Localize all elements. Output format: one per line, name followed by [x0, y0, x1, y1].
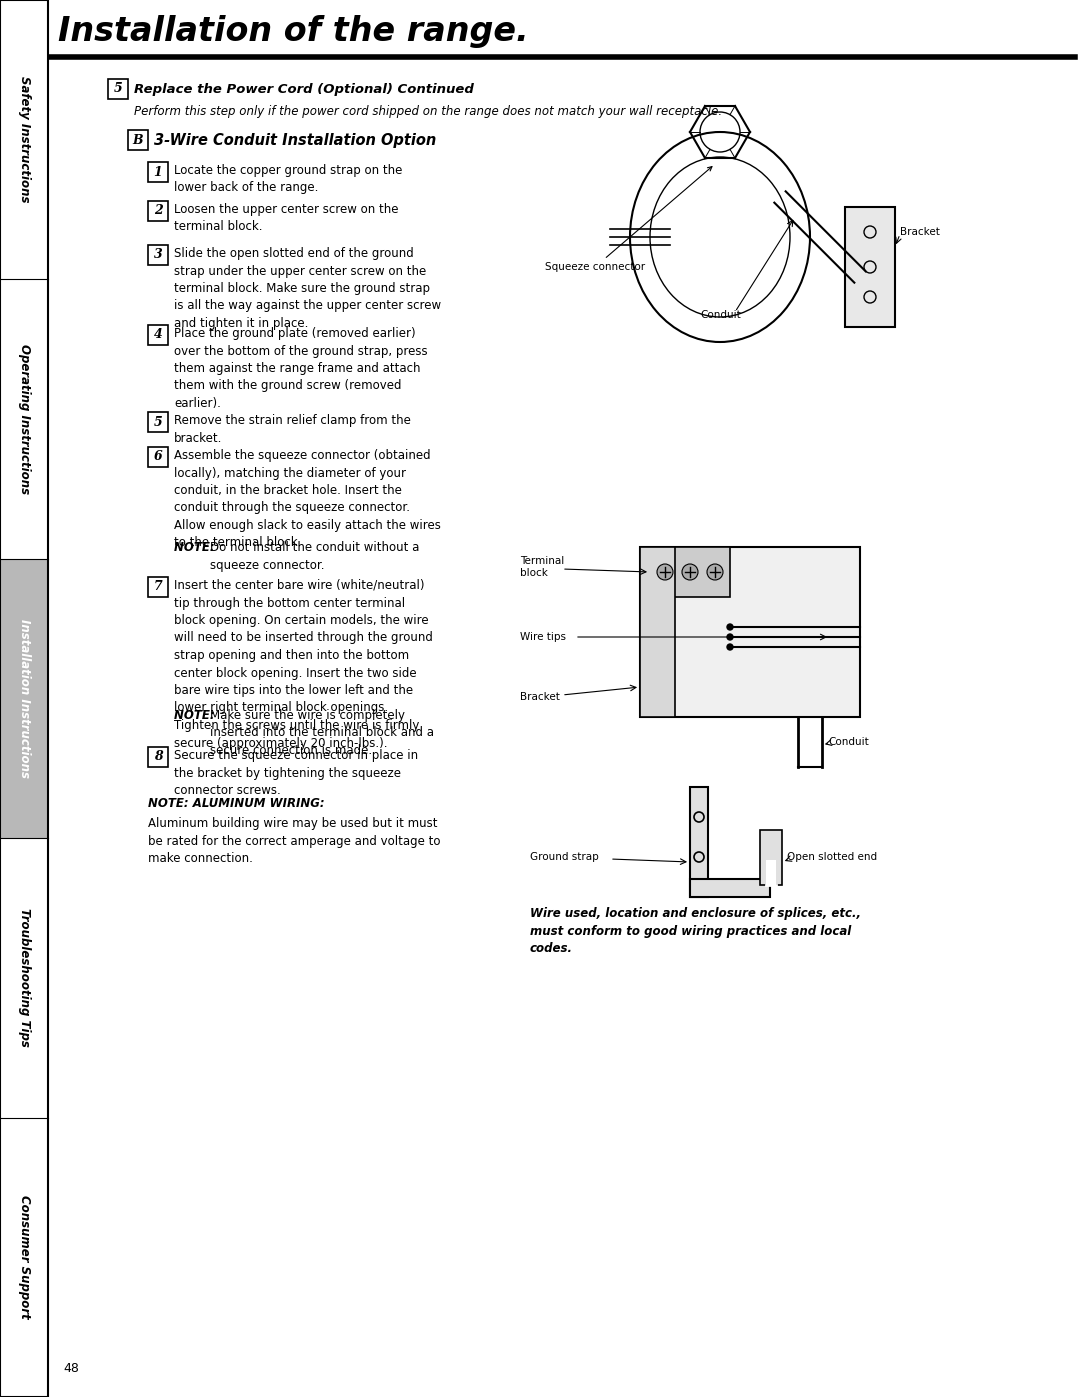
Text: Ground strap: Ground strap: [530, 852, 598, 862]
Bar: [0, 0, 48, 279]
Bar: [760, 830, 782, 886]
Ellipse shape: [650, 156, 789, 317]
Bar: [0, 279, 48, 559]
Bar: [148, 577, 168, 597]
Text: Consumer Support: Consumer Support: [17, 1196, 30, 1319]
Text: NOTE: ALUMINUM WIRING:: NOTE: ALUMINUM WIRING:: [148, 798, 325, 810]
Bar: [0, 0, 48, 1397]
Bar: [148, 201, 168, 221]
Text: 1: 1: [153, 165, 162, 179]
Text: Wire used, location and enclosure of splices, etc.,
must conform to good wiring : Wire used, location and enclosure of spl…: [530, 907, 861, 956]
Circle shape: [707, 564, 723, 580]
Text: Locate the copper ground strap on the
lower back of the range.: Locate the copper ground strap on the lo…: [174, 163, 403, 194]
Bar: [148, 162, 168, 182]
Text: Troubleshooting Tips: Troubleshooting Tips: [17, 908, 30, 1048]
Text: B: B: [133, 134, 144, 147]
Bar: [0, 1118, 48, 1397]
Bar: [129, 130, 148, 149]
Text: Make sure the wire is completely
inserted into the terminal block and a
secure c: Make sure the wire is completely inserte…: [210, 710, 434, 757]
Bar: [0, 838, 48, 1118]
Text: Operating Instructions: Operating Instructions: [17, 344, 30, 495]
Text: Place the ground plate (removed earlier)
over the bottom of the ground strap, pr: Place the ground plate (removed earlier)…: [174, 327, 428, 409]
Text: Squeeze connector: Squeeze connector: [545, 166, 712, 272]
Text: Conduit: Conduit: [828, 738, 868, 747]
Text: Insert the center bare wire (white/neutral)
tip through the bottom center termin: Insert the center bare wire (white/neutr…: [174, 578, 433, 750]
Circle shape: [727, 624, 733, 630]
Text: Terminal
block: Terminal block: [519, 556, 564, 578]
Bar: [0, 559, 48, 838]
Circle shape: [727, 644, 733, 650]
Text: 3: 3: [153, 249, 162, 261]
Text: Remove the strain relief clamp from the
bracket.: Remove the strain relief clamp from the …: [174, 414, 410, 444]
Text: Conduit: Conduit: [700, 310, 741, 320]
Bar: [766, 861, 777, 886]
Text: Secure the squeeze connector in place in
the bracket by tightening the squeeze
c: Secure the squeeze connector in place in…: [174, 749, 418, 798]
Text: Do not install the conduit without a
squeeze connector.: Do not install the conduit without a squ…: [210, 541, 419, 571]
Circle shape: [681, 564, 698, 580]
Text: 2: 2: [153, 204, 162, 218]
Text: Bracket: Bracket: [519, 692, 559, 703]
Text: 7: 7: [153, 581, 162, 594]
Text: Slide the open slotted end of the ground
strap under the upper center screw on t: Slide the open slotted end of the ground…: [174, 247, 441, 330]
Text: Replace the Power Cord (Optional) Continued: Replace the Power Cord (Optional) Contin…: [134, 82, 474, 95]
Bar: [148, 747, 168, 767]
Bar: [148, 447, 168, 467]
Text: Loosen the upper center screw on the
terminal block.: Loosen the upper center screw on the ter…: [174, 203, 399, 233]
Text: Bracket: Bracket: [900, 226, 940, 237]
Bar: [690, 879, 770, 897]
Bar: [148, 326, 168, 345]
Text: Open slotted end: Open slotted end: [787, 852, 877, 862]
Text: 48: 48: [63, 1362, 79, 1376]
Text: 5: 5: [113, 82, 122, 95]
Text: NOTE:: NOTE:: [174, 541, 219, 555]
Bar: [650, 548, 730, 597]
Text: 4: 4: [153, 328, 162, 341]
Bar: [845, 207, 895, 327]
Bar: [640, 548, 675, 717]
Circle shape: [727, 634, 733, 640]
Text: 3-Wire Conduit Installation Option: 3-Wire Conduit Installation Option: [154, 133, 436, 148]
Ellipse shape: [630, 131, 810, 342]
Text: 8: 8: [153, 750, 162, 764]
Text: Safety Instructions: Safety Instructions: [17, 77, 30, 203]
Text: 6: 6: [153, 450, 162, 464]
Bar: [148, 244, 168, 265]
Text: NOTE:: NOTE:: [174, 710, 219, 722]
Text: Installation of the range.: Installation of the range.: [58, 15, 528, 47]
Text: Wire tips: Wire tips: [519, 631, 566, 643]
Circle shape: [657, 564, 673, 580]
Bar: [148, 412, 168, 432]
Text: Perform this step only if the power cord shipped on the range does not match you: Perform this step only if the power cord…: [134, 105, 723, 117]
Bar: [108, 80, 129, 99]
Bar: [690, 787, 708, 897]
Text: Installation Instructions: Installation Instructions: [17, 619, 30, 778]
Text: 5: 5: [153, 415, 162, 429]
Bar: [640, 548, 860, 717]
Text: Aluminum building wire may be used but it must
be rated for the correct amperage: Aluminum building wire may be used but i…: [148, 817, 441, 865]
Text: Assemble the squeeze connector (obtained
locally), matching the diameter of your: Assemble the squeeze connector (obtained…: [174, 448, 441, 549]
